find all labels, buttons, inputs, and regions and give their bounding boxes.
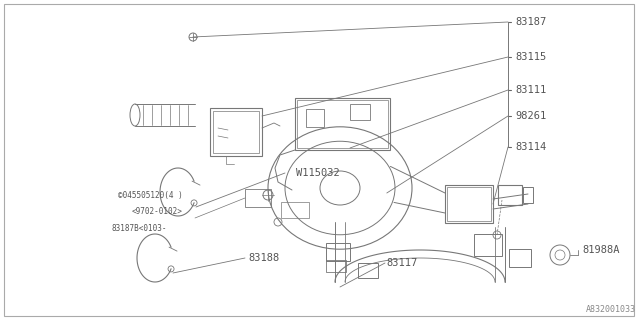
Text: 81988A: 81988A [582, 245, 620, 255]
Bar [447, 187, 491, 221]
Text: W115032: W115032 [296, 168, 340, 178]
Bar [498, 185, 522, 205]
Bar [509, 249, 531, 267]
Text: 83188: 83188 [248, 253, 279, 263]
Bar [445, 185, 493, 223]
Bar [245, 189, 271, 207]
Bar [474, 234, 502, 256]
Text: 83115: 83115 [515, 52, 547, 62]
Bar [523, 187, 533, 203]
Bar [210, 108, 262, 156]
Bar [326, 243, 350, 261]
Text: A832001033: A832001033 [586, 305, 636, 314]
Text: 83111: 83111 [515, 85, 547, 95]
Bar [213, 111, 259, 153]
Bar [297, 100, 388, 148]
Bar [281, 202, 309, 218]
Text: 83187B<0103-: 83187B<0103- [112, 223, 168, 233]
Bar [350, 104, 370, 120]
Bar [295, 98, 390, 150]
Text: ©045505120(4 ): ©045505120(4 ) [118, 190, 183, 199]
Text: 83187: 83187 [515, 17, 547, 27]
Text: 83114: 83114 [515, 142, 547, 152]
Text: 98261: 98261 [515, 111, 547, 121]
Bar [326, 260, 346, 272]
Bar [358, 262, 378, 277]
Bar [306, 109, 324, 127]
Text: <9702-0102>: <9702-0102> [132, 207, 183, 217]
Text: 83117: 83117 [386, 258, 417, 268]
